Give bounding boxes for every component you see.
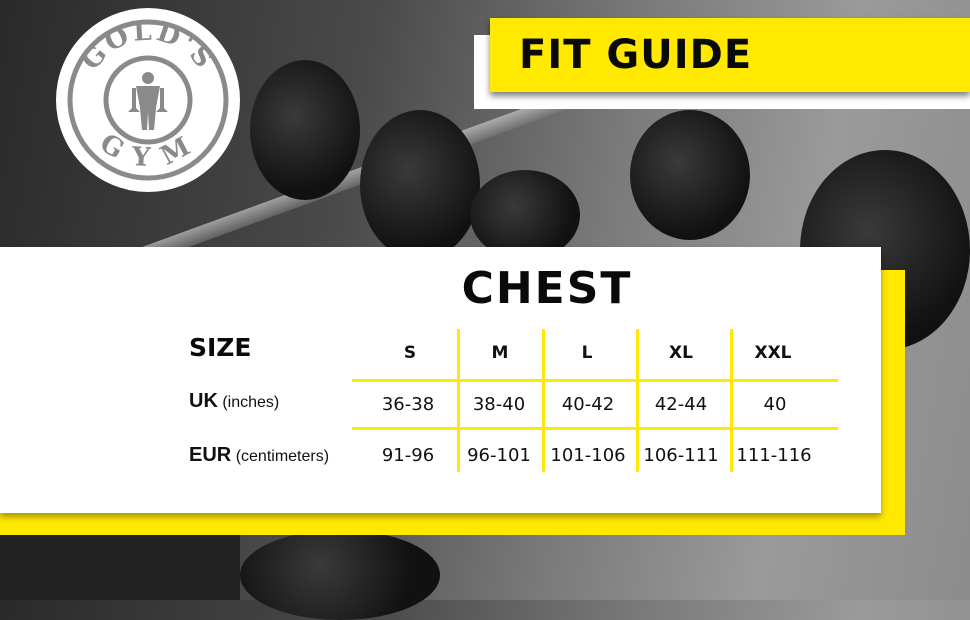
size-header-s: S [403, 343, 417, 363]
table-cell: 36-38 [381, 394, 435, 415]
row-label-uk: UK (inches) [189, 390, 280, 412]
table-cell: 96-101 [467, 445, 531, 466]
column-divider [457, 329, 460, 472]
table-cell: 91-96 [381, 445, 435, 466]
row-divider [352, 379, 838, 382]
svg-text:GOLD'S: GOLD'S [76, 17, 220, 76]
banner-title: FIT GUIDE [519, 32, 753, 78]
row-label-eur: EUR (centimeters) [189, 444, 330, 466]
chart-title: CHEST [461, 263, 633, 314]
table-cell: 106-111 [643, 445, 719, 466]
size-header-xl: XL [669, 343, 693, 363]
size-chart-card: CHEST SIZE UK (inches) EUR (centimeters)… [0, 247, 881, 513]
golds-gym-logo: GOLD'S GYM [56, 8, 240, 192]
size-header-xxl: XXL [754, 343, 792, 363]
table-cell: 101-106 [550, 445, 626, 466]
table-cell: 40 [763, 394, 787, 415]
table-cell: 38-40 [472, 394, 526, 415]
size-label: SIZE [189, 333, 252, 362]
column-divider [730, 329, 733, 472]
table-cell: 40-42 [561, 394, 615, 415]
table-cell: 42-44 [654, 394, 708, 415]
row-divider [352, 427, 838, 430]
size-header-l: L [581, 343, 593, 363]
size-header-m: M [491, 343, 509, 363]
table-cell: 111-116 [736, 445, 812, 466]
fit-guide-banner: FIT GUIDE [490, 18, 970, 92]
column-divider [542, 329, 545, 472]
column-divider [636, 329, 639, 472]
